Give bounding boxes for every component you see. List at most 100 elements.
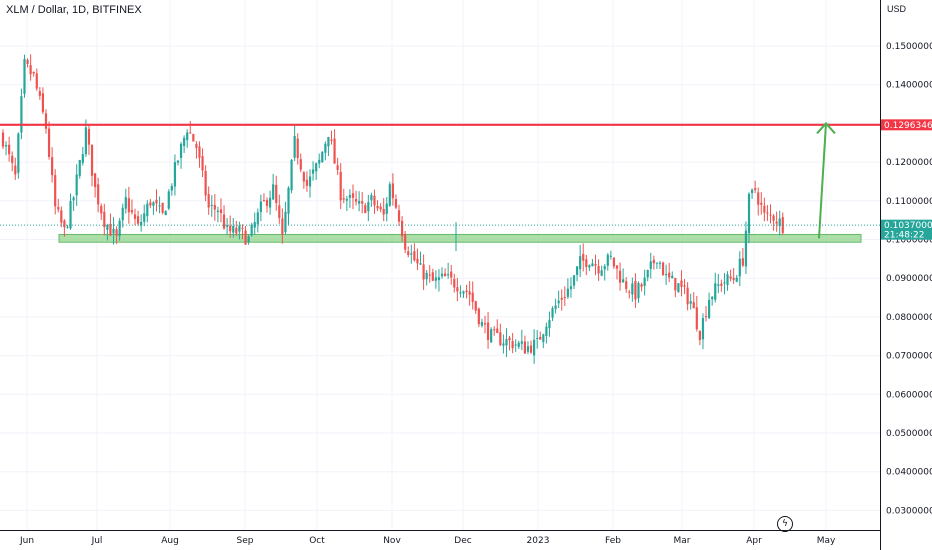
candle-body	[370, 195, 373, 201]
candle-body	[201, 156, 204, 171]
candle-body	[358, 200, 361, 204]
candle-body	[167, 191, 170, 209]
candle-body	[327, 136, 330, 147]
candle-body	[744, 230, 748, 267]
candle-body	[63, 220, 66, 228]
arrow-shaft	[818, 123, 827, 239]
price-tag-value: 0.10370000	[884, 221, 932, 231]
candle-body	[483, 323, 487, 325]
candle-body	[268, 197, 272, 208]
candle-body	[41, 93, 45, 113]
candle-body	[419, 263, 422, 265]
candle-body	[8, 144, 11, 155]
candle-body	[149, 202, 152, 206]
candle-body	[689, 301, 692, 304]
candle-body	[763, 205, 766, 213]
candle-body	[717, 284, 720, 286]
candle-body	[250, 224, 253, 236]
candle-body	[508, 337, 511, 341]
candle-body	[698, 330, 701, 340]
candle-body	[176, 160, 180, 163]
candle-body	[404, 234, 407, 250]
candle-body	[84, 127, 87, 155]
candle-body	[618, 270, 622, 283]
candle-body	[94, 173, 97, 188]
candle-body	[302, 172, 305, 182]
support-zone-rect	[58, 233, 862, 243]
candle-body	[179, 143, 183, 159]
candle-body	[631, 283, 634, 295]
candle-body	[529, 345, 533, 353]
candle-body	[665, 274, 668, 276]
candle-body	[351, 193, 355, 198]
currency-label: USD	[887, 4, 907, 14]
candle-body	[14, 165, 17, 175]
candle-body	[575, 266, 579, 275]
x-tick-label: May	[817, 536, 836, 546]
candle-body	[456, 287, 459, 292]
candle-body	[422, 264, 425, 280]
candle-body	[385, 203, 388, 214]
candle-body	[361, 201, 364, 204]
candle-body	[204, 170, 207, 196]
y-tick-label: 0.03000000	[886, 506, 932, 516]
candle-body	[305, 179, 309, 186]
candle-body	[410, 253, 413, 255]
candle-body	[222, 214, 226, 229]
axes	[0, 0, 881, 550]
candle-body	[499, 332, 502, 346]
candle-body	[582, 254, 585, 261]
candle-body	[695, 307, 698, 330]
candle-body	[57, 207, 60, 210]
x-tick-label: Apr	[746, 536, 762, 546]
candle-body	[100, 205, 103, 214]
lightning-icon[interactable]: ϟ	[777, 516, 793, 532]
candle-body	[140, 221, 143, 226]
candle-body	[1, 132, 5, 147]
candle-body	[315, 163, 318, 172]
candle-body	[462, 291, 465, 294]
candle-body	[170, 186, 173, 191]
candle-body	[588, 265, 591, 268]
candle-body	[711, 296, 714, 300]
candle-body	[425, 272, 428, 280]
candle-body	[345, 198, 348, 201]
candle-body	[674, 278, 677, 291]
candle-body	[256, 212, 259, 225]
candle-body	[413, 251, 416, 261]
arrow-head	[816, 121, 836, 135]
candle-body	[241, 227, 244, 229]
candle-body	[339, 171, 342, 201]
candle-body	[146, 203, 149, 217]
candle-body	[428, 274, 431, 276]
candle-body	[557, 300, 560, 304]
candle-body	[210, 204, 213, 206]
x-tick-label: Jun	[19, 536, 34, 546]
candle-body	[545, 326, 548, 336]
candle-body	[308, 176, 312, 187]
candle-body	[539, 336, 542, 340]
candle-body	[118, 220, 121, 236]
candle-body	[152, 202, 155, 206]
candle-body	[440, 273, 444, 277]
candle-body	[44, 113, 48, 129]
candle-body	[533, 339, 536, 356]
candle-body	[259, 201, 262, 213]
candle-body	[677, 283, 680, 293]
candle-body	[238, 225, 241, 232]
candle-body	[548, 319, 551, 329]
candle-body	[637, 283, 640, 299]
candle-body	[133, 214, 137, 219]
candle-body	[416, 258, 419, 264]
candle-body	[247, 236, 250, 243]
candle-body	[121, 207, 124, 221]
candle-body	[683, 285, 686, 287]
candle-body	[394, 199, 398, 208]
candle-body	[480, 322, 484, 326]
chart-title: XLM / Dollar, 1D, BITFINEX	[6, 4, 142, 16]
candle-body	[643, 277, 646, 286]
